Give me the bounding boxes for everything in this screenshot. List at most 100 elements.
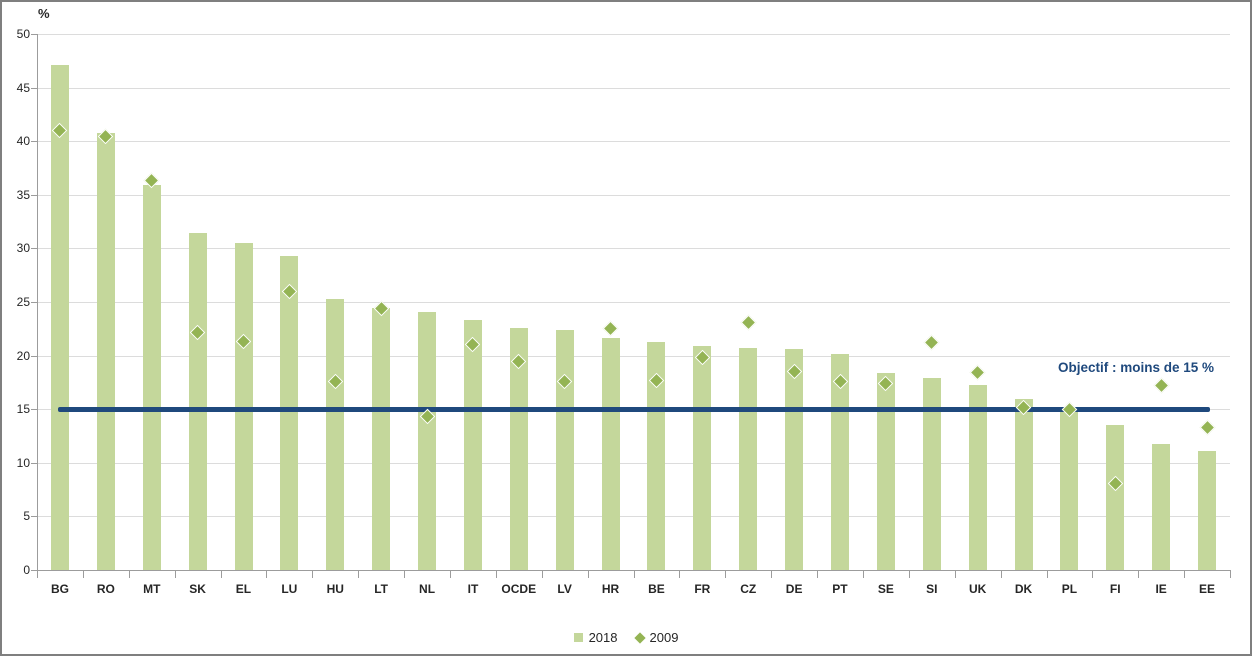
x-category-label-SI: SI (926, 582, 938, 596)
gridline-20 (37, 355, 1230, 357)
x-tick (312, 570, 314, 578)
bar-LU (280, 255, 299, 570)
bar-EE (1198, 451, 1217, 570)
target-line-label: Objectif : moins de 15 % (1057, 360, 1214, 375)
legend-item-2018: 2018 (573, 630, 618, 645)
gridline-35 (37, 194, 1230, 196)
x-tick (771, 570, 773, 578)
x-category-label-BE: BE (648, 582, 665, 596)
y-tick-15 (31, 409, 37, 411)
x-category-label-LU: LU (281, 582, 298, 596)
y-tick-label-5: 5 (23, 509, 30, 524)
y-tick-30 (31, 248, 37, 250)
x-category-label-HU: HU (326, 582, 344, 596)
bar-IT (463, 320, 482, 570)
gridline-10 (37, 462, 1230, 464)
x-tick (587, 570, 589, 578)
bar-HU (326, 298, 345, 570)
y-tick-label-0: 0 (23, 563, 30, 577)
y-tick-0 (31, 570, 37, 571)
x-category-label-SK: SK (189, 582, 206, 596)
x-category-label-CZ: CZ (740, 582, 757, 596)
x-tick (725, 570, 727, 578)
x-tick (954, 570, 956, 578)
gridline-50 (37, 34, 1230, 35)
bar-PL (1060, 412, 1079, 570)
x-tick (174, 570, 176, 578)
x-category-label-EE: EE (1199, 582, 1216, 596)
x-category-label-FI: FI (1109, 582, 1121, 596)
x-category-label-RO: RO (96, 582, 115, 596)
y-tick-label-15: 15 (16, 402, 30, 417)
y-tick-5 (31, 516, 37, 518)
target-line (58, 406, 1210, 412)
bar-MT (142, 185, 161, 570)
x-category-label-LV: LV (557, 582, 572, 596)
y-axis-line (37, 34, 38, 578)
bar-HR (601, 338, 620, 570)
x-tick (404, 570, 406, 578)
x-category-label-DE: DE (785, 582, 803, 596)
bar-IE (1152, 443, 1171, 570)
y-tick-label-10: 10 (16, 455, 30, 470)
x-category-label-MT: MT (143, 582, 161, 596)
y-tick-35 (31, 194, 37, 196)
x-tick (37, 570, 38, 578)
bar-CZ (739, 348, 758, 570)
x-tick (266, 570, 268, 578)
x-category-label-PT: PT (832, 582, 848, 596)
bar-LV (555, 329, 574, 570)
bar-NL (418, 311, 436, 570)
x-tick (541, 570, 543, 578)
marker-2009-CZ (740, 314, 756, 331)
y-tick-label-25: 25 (16, 295, 30, 309)
bar-DE (785, 349, 804, 570)
bar-OCDE (509, 327, 528, 570)
legend-2018-square-swatch (573, 633, 583, 642)
x-category-label-LT: LT (374, 582, 389, 596)
marker-2009-UK (969, 365, 986, 381)
gridline-45 (37, 87, 1230, 89)
x-category-label-IT: IT (467, 582, 479, 596)
y-tick-label-35: 35 (16, 187, 30, 202)
x-tick (1000, 570, 1002, 578)
legend-2009-diamond-swatch (633, 631, 646, 644)
y-tick-label-50: 50 (16, 27, 30, 41)
x-category-label-EL: EL (235, 582, 252, 596)
y-tick-25 (31, 302, 37, 303)
y-tick-10 (31, 462, 37, 464)
legend-2018-label: 2018 (588, 630, 618, 645)
marker-2009-IE (1153, 377, 1169, 394)
y-tick-label-20: 20 (16, 348, 30, 363)
bar-SE (876, 372, 895, 570)
x-tick (862, 570, 864, 578)
x-tick (1230, 570, 1231, 578)
x-category-label-NL: NL (419, 582, 436, 596)
marker-2009-HR (602, 321, 619, 337)
y-tick-40 (31, 141, 37, 143)
x-tick (220, 570, 222, 578)
x-category-label-HR: HR (601, 582, 620, 596)
bar-UK (968, 384, 987, 570)
x-category-label-BG: BG (50, 582, 69, 596)
bar-RO (96, 132, 115, 570)
x-tick (817, 570, 818, 578)
y-tick-50 (31, 34, 37, 35)
x-category-label-SE: SE (877, 582, 894, 596)
y-axis-unit-label: % (38, 6, 50, 21)
bar-BE (647, 341, 666, 570)
x-tick (495, 570, 497, 578)
y-tick-20 (31, 355, 37, 357)
bar-FI (1106, 425, 1125, 570)
marker-2009-SI (924, 334, 940, 351)
x-tick (1184, 570, 1186, 578)
x-tick (908, 570, 910, 578)
bar-FR (693, 346, 712, 570)
x-category-label-DK: DK (1014, 582, 1033, 596)
x-category-label-OCDE: OCDE (501, 582, 537, 596)
y-tick-45 (31, 87, 37, 89)
x-category-label-UK: UK (968, 582, 987, 596)
bar-BG (50, 65, 69, 570)
x-tick (1138, 570, 1140, 578)
